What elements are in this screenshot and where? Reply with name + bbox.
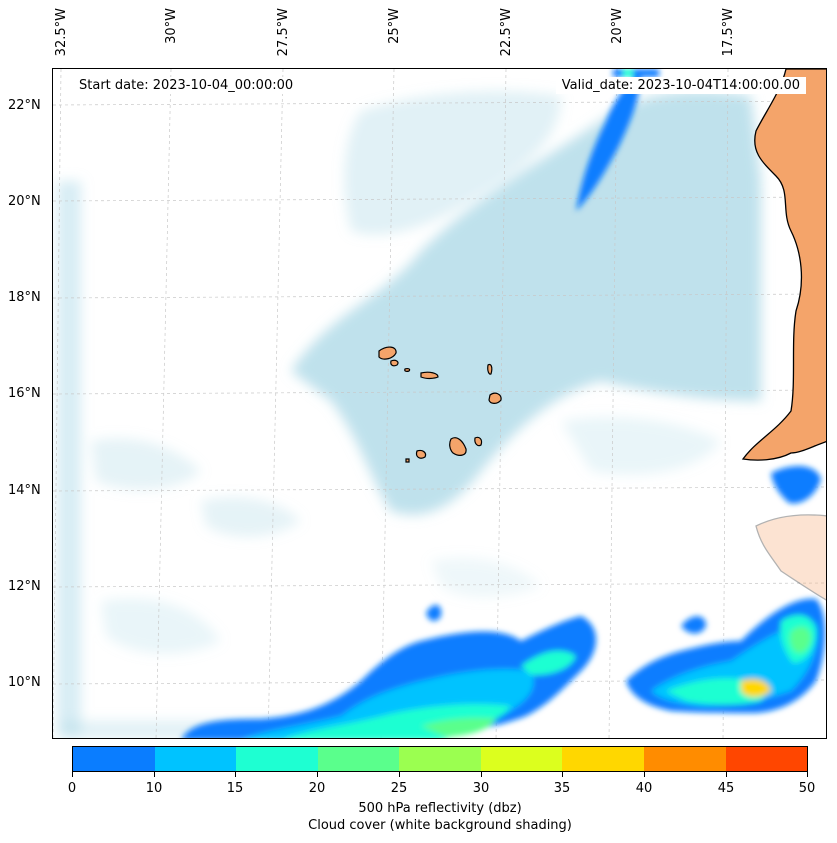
lon-label-25w: 25°W [387, 8, 402, 44]
reflectivity-colorbar [72, 746, 808, 772]
colorbar-tick-label: 40 [635, 781, 653, 796]
colorbar-segment [73, 747, 155, 771]
lat-label-22n: 22°N [8, 98, 41, 113]
lat-label-10n: 10°N [8, 675, 41, 690]
lat-label-12n: 12°N [8, 579, 41, 594]
lat-label-16n: 16°N [8, 386, 41, 401]
land-africa [741, 69, 826, 601]
lon-label-22-5w: 22.5°W [499, 8, 514, 57]
lon-label-20w: 20°W [610, 8, 625, 44]
colorbar-segment [643, 747, 726, 771]
colorbar-tick-label: 30 [472, 781, 490, 796]
colorbar-segment [317, 747, 400, 771]
colorbar-tick-label: 35 [553, 781, 571, 796]
colorbar-tick [726, 772, 727, 777]
colorbar-tick-label: 25 [390, 781, 408, 796]
reflectivity-contours [182, 69, 825, 738]
lon-label-27-5w: 27.5°W [276, 8, 291, 57]
map-canvas [53, 69, 826, 738]
colorbar-tick [317, 772, 318, 777]
cape-verde-islands [378, 346, 502, 463]
colorbar-tick [154, 772, 155, 777]
colorbar-tick-label: 0 [67, 781, 77, 796]
colorbar-tick [399, 772, 400, 777]
valid-date-label: Valid_date: 2023-10-04T14:00:00.00 [555, 77, 806, 94]
colorbar-tick [72, 772, 73, 777]
colorbar-segment [154, 747, 237, 771]
colorbar-tick-label: 10 [145, 781, 163, 796]
colorbar-segment [725, 747, 808, 771]
colorbar-tick [807, 772, 808, 777]
colorbar-tick [235, 772, 236, 777]
colorbar-subtitle: Cloud cover (white background shading) [308, 818, 572, 833]
lon-label-32-5w: 32.5°W [54, 8, 69, 57]
colorbar-tick-label: 15 [226, 781, 244, 796]
graticule [53, 69, 826, 738]
colorbar-tick [481, 772, 482, 777]
colorbar-tick-label: 50 [798, 781, 816, 796]
start-date-label: Start date: 2023-10-04_00:00:00 [73, 77, 300, 94]
map-frame: Start date: 2023-10-04_00:00:00 Valid_da… [52, 68, 827, 739]
colorbar-segment [480, 747, 563, 771]
colorbar-segment [399, 747, 481, 771]
cloud-cover-shading [57, 91, 761, 738]
colorbar-title: 500 hPa reflectivity (dbz) [358, 801, 522, 816]
lat-label-18n: 18°N [8, 290, 41, 305]
lon-label-30w: 30°W [164, 8, 179, 44]
lat-label-20n: 20°N [8, 194, 41, 209]
colorbar-segment [562, 747, 644, 771]
colorbar-tick-label: 45 [717, 781, 735, 796]
colorbar-tick-label: 20 [308, 781, 326, 796]
colorbar-segment [236, 747, 318, 771]
colorbar-tick [562, 772, 563, 777]
lon-label-17-5w: 17.5°W [721, 8, 736, 57]
colorbar-tick [644, 772, 645, 777]
lat-label-14n: 14°N [8, 483, 41, 498]
